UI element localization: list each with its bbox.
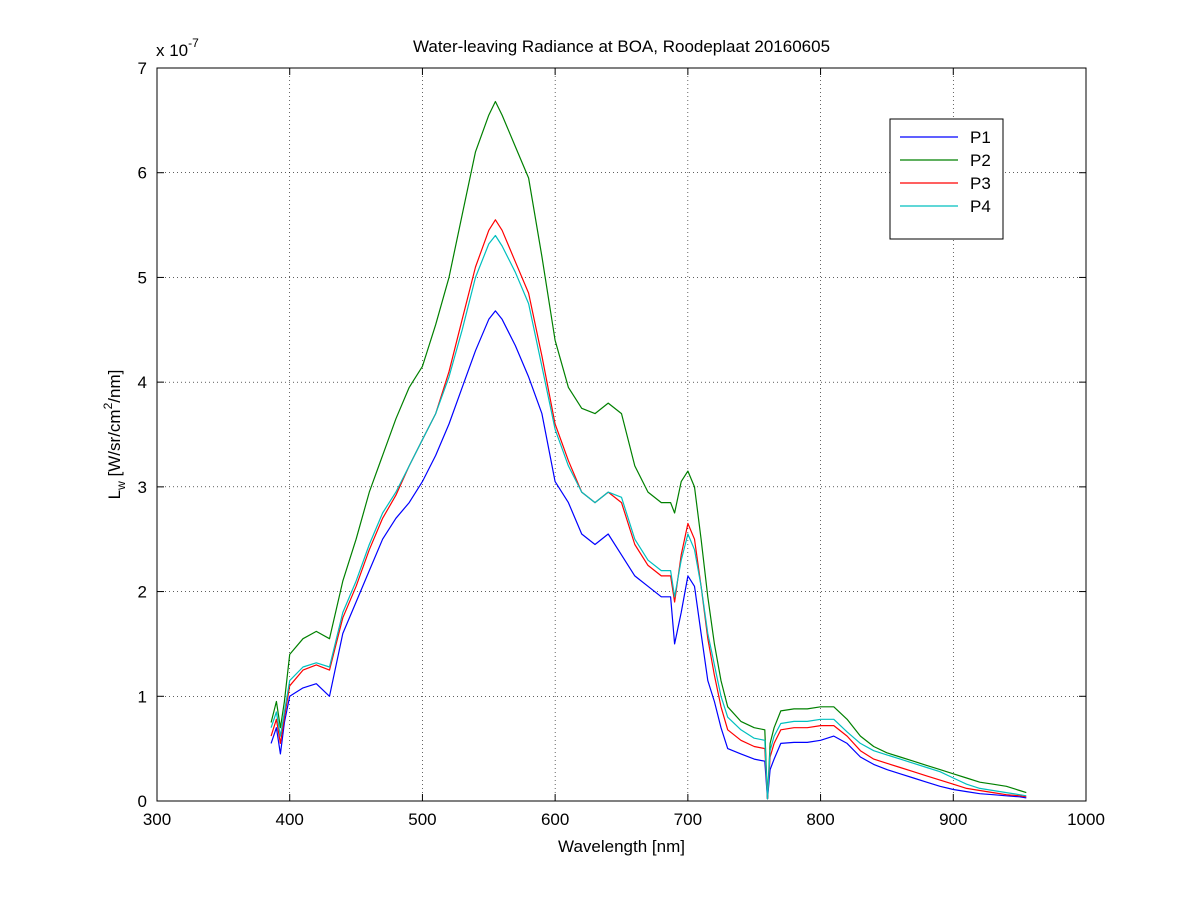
x-tick-label: 400 xyxy=(276,810,304,829)
y-multiplier-base: x 10 xyxy=(156,41,188,60)
y-tick-label: 4 xyxy=(138,373,147,392)
series-lines xyxy=(270,100,1027,800)
legend-box xyxy=(889,118,1004,240)
x-tick-label: 500 xyxy=(408,810,436,829)
x-tick-label: 700 xyxy=(674,810,702,829)
grid xyxy=(157,68,1086,801)
x-axis-label: Wavelength [nm] xyxy=(558,837,685,856)
legend-label-p4: P4 xyxy=(970,197,991,216)
y-axis-label-main: L xyxy=(105,490,124,499)
x-tick-label: 300 xyxy=(143,810,171,829)
y-tick-label: 1 xyxy=(138,687,147,706)
y-axis-label-sub: w xyxy=(114,481,128,491)
legend-label-p1: P1 xyxy=(970,128,991,147)
y-tick-label: 6 xyxy=(138,164,147,183)
axis-ticks: 300 400 500 600 700 800 900 1000 0 1 2 3 4 5 6 7 xyxy=(138,59,1105,829)
y-axis-label-sup: 2 xyxy=(101,402,115,409)
chart-title: Water-leaving Radiance at BOA, Roodeplaa… xyxy=(413,37,830,56)
y-tick-label: 2 xyxy=(138,583,147,602)
x-tick-label: 600 xyxy=(541,810,569,829)
x-tick-label: 1000 xyxy=(1067,810,1105,829)
series-line-p3 xyxy=(270,219,1027,800)
legend-label-p2: P2 xyxy=(970,151,991,170)
legend: P1 P2 P3 P4 xyxy=(889,118,1004,240)
x-tick-label: 900 xyxy=(939,810,967,829)
y-multiplier-exponent: -7 xyxy=(188,36,199,50)
series-line-p4 xyxy=(270,234,1027,800)
y-multiplier: x 10-7 xyxy=(156,36,199,60)
y-axis-label-unit: [W/sr/cm xyxy=(105,409,124,481)
legend-label-p3: P3 xyxy=(970,174,991,193)
x-tick-label: 800 xyxy=(806,810,834,829)
series-line-p1 xyxy=(270,310,1027,800)
plot-frame xyxy=(156,67,1087,802)
y-axis-label-unit-end: /nm] xyxy=(105,370,124,403)
y-tick-label: 3 xyxy=(138,478,147,497)
y-tick-label: 0 xyxy=(138,792,147,811)
y-axis-label: Lw [W/sr/cm2/nm] xyxy=(101,370,128,500)
series-line-p2 xyxy=(270,100,1027,800)
y-tick-label: 5 xyxy=(138,268,147,287)
y-tick-label: 7 xyxy=(138,59,147,78)
